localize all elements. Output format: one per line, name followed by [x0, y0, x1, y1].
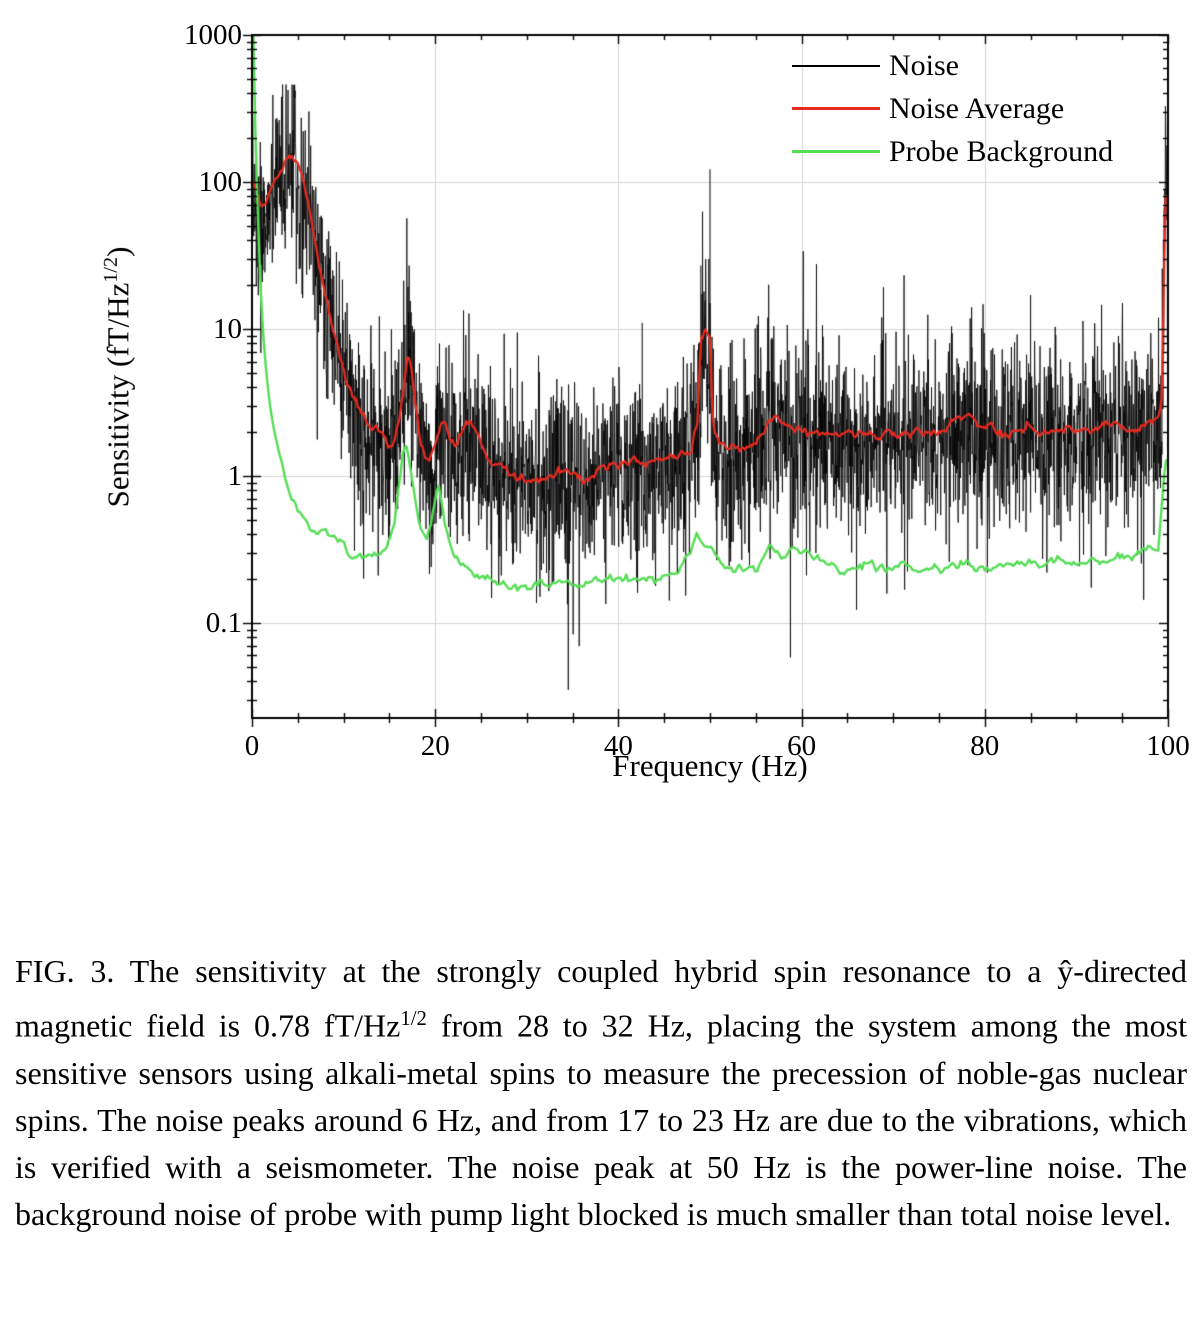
y-tick-label: 1000 [184, 19, 242, 51]
x-tick-label: 20 [420, 730, 450, 762]
x-axis-title: Frequency (Hz) [612, 748, 808, 783]
x-tick-label: 100 [1146, 730, 1190, 762]
legend-item: Probe Background [792, 130, 1113, 173]
caption-superscript: 1/2 [400, 1007, 427, 1030]
x-tick-label: 80 [970, 730, 1000, 762]
caption-text-1: FIG. 3. The sensitivity at the strongly … [15, 953, 1187, 1044]
y-tick-label: 100 [198, 165, 243, 198]
y-tick-label: 0.1 [205, 606, 242, 639]
sensitivity-chart: Sensitivity (fT/Hz1/2) Frequency (Hz) No… [0, 0, 1202, 880]
y-axis-title-superscript: 1/2 [99, 256, 122, 283]
x-tick-label: 0 [244, 730, 260, 762]
y-tick-label: 1 [227, 459, 243, 492]
x-tick-label: 60 [787, 730, 817, 762]
legend-item: Noise Average [792, 87, 1113, 130]
y-axis-title-close: ) [100, 246, 136, 257]
y-tick-label: 10 [213, 312, 242, 345]
figure-caption: FIG. 3. The sensitivity at the strongly … [15, 948, 1187, 1238]
legend-label: Noise Average [889, 91, 1065, 125]
y-axis-title: Sensitivity (fT/Hz1/2) [100, 247, 136, 508]
legend-line-sample [792, 64, 880, 67]
legend-label: Probe Background [889, 134, 1114, 168]
legend-line-sample [792, 107, 880, 110]
legend: Noise Noise Average Probe Background [792, 44, 1113, 173]
caption-text-2: from 28 to 32 Hz, placing the system amo… [15, 1007, 1188, 1232]
legend-label: Noise [889, 48, 959, 82]
legend-line-sample [792, 150, 880, 153]
y-axis-title-text: Sensitivity (fT/Hz [100, 282, 136, 508]
x-tick-label: 40 [603, 730, 633, 762]
plot-canvas [0, 0, 1202, 880]
legend-item: Noise [792, 44, 1113, 87]
